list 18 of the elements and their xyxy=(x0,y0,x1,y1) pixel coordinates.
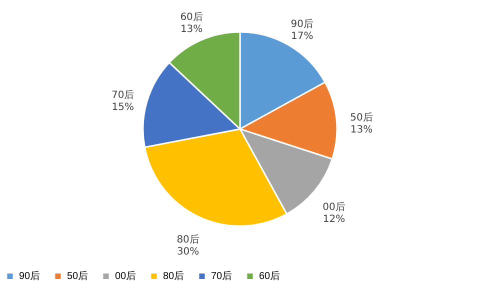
slice-label: 00后 xyxy=(322,200,346,213)
data-label: 17% xyxy=(290,30,314,42)
legend-label: 80后 xyxy=(163,270,184,282)
legend-label: 60后 xyxy=(259,270,280,282)
data-label: 13% xyxy=(350,124,373,136)
legend-label: 70后 xyxy=(211,270,232,282)
data-label: 30% xyxy=(176,246,200,258)
data-label: 15% xyxy=(112,102,134,113)
legend-label: 00后 xyxy=(115,270,136,282)
slice-label: 70后 xyxy=(111,88,134,101)
legend-label: 90后 xyxy=(19,270,40,282)
slice-label: 80后 xyxy=(176,233,200,246)
slice-label: 60后 xyxy=(180,11,203,24)
slice-label: 50后 xyxy=(350,112,373,124)
slice-label: 90后 xyxy=(290,18,314,30)
data-label: 12% xyxy=(322,214,346,225)
legend-label: 50后 xyxy=(67,270,88,282)
data-label: 13% xyxy=(180,24,203,36)
